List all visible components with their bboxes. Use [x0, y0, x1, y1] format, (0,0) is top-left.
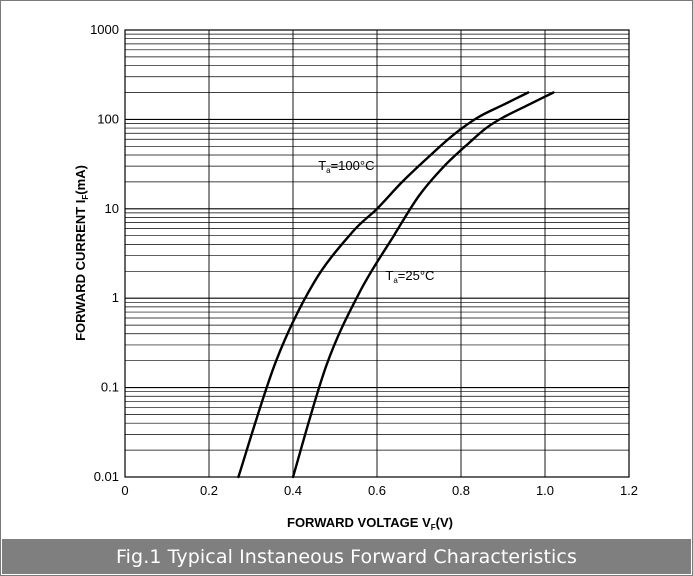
series-label-0: Ta=100°C: [318, 158, 374, 175]
x-tick-label: 0.4: [284, 483, 302, 498]
figure-caption-text: Fig.1 Typical Instaneous Forward Charact…: [116, 545, 577, 568]
y-tick-label: 10: [105, 201, 119, 216]
series-curve-0: [237, 91, 530, 479]
x-axis-label: FORWARD VOLTAGE VF(V): [287, 515, 453, 532]
y-tick-label: 0.1: [101, 380, 119, 395]
figure-caption: Fig.1 Typical Instaneous Forward Charact…: [2, 539, 691, 574]
x-tick-label: 0.6: [368, 483, 386, 498]
y-axis-label: FORWARD CURRENT IF(mA): [73, 165, 90, 341]
x-tick-label: 0.8: [452, 483, 470, 498]
plot-border: [124, 29, 630, 478]
series-label-1: Ta=25°C: [385, 268, 434, 285]
y-tick-label: 0.01: [94, 469, 119, 484]
x-tick-label: 1.2: [620, 483, 638, 498]
x-tick-label: 1.0: [536, 483, 554, 498]
y-tick-label: 100: [97, 111, 119, 126]
x-tick-label: 0: [121, 483, 128, 498]
chart: 0 0.2 0.4 0.6 0.8 1.0 1.2 0.01 0.1 1 10 100 1000 Ta=…: [73, 22, 638, 532]
x-tick-label: 0.2: [200, 483, 218, 498]
y-tick-label: 1000: [90, 22, 119, 37]
series-curve-1: [291, 91, 555, 479]
y-tick-label: 1: [112, 290, 119, 305]
